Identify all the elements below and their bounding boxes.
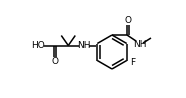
- Text: O: O: [52, 57, 59, 66]
- Text: NH: NH: [78, 41, 91, 50]
- Text: NH: NH: [133, 39, 147, 49]
- Text: HO: HO: [31, 41, 45, 50]
- Text: F: F: [130, 58, 135, 67]
- Text: O: O: [124, 15, 132, 24]
